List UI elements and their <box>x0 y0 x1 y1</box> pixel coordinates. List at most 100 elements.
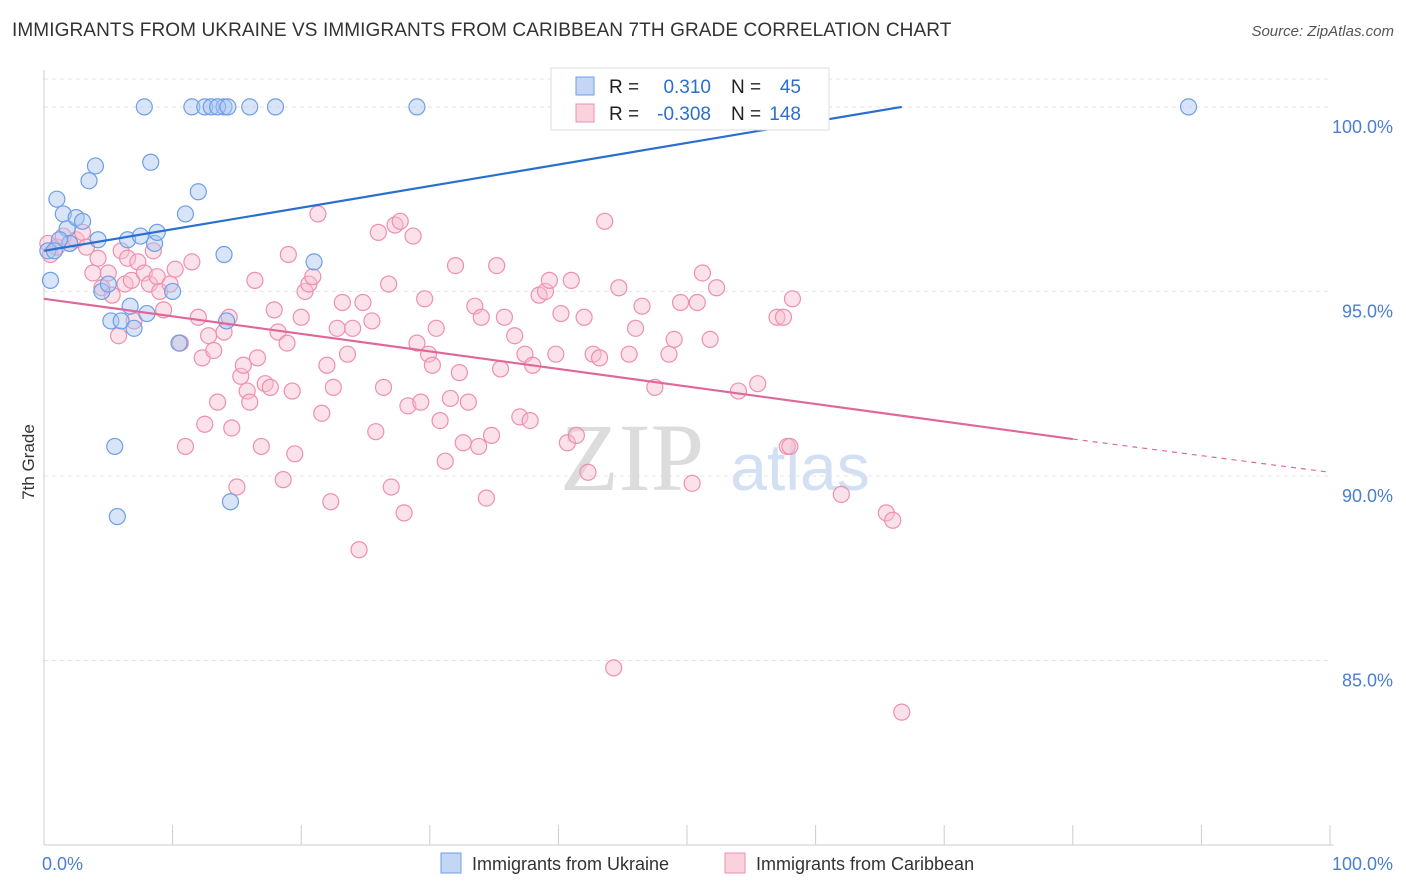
y-axis-label: 7th Grade <box>19 424 38 500</box>
caribbean-point <box>209 393 227 411</box>
caribbean-point <box>540 271 558 289</box>
caribbean-point <box>223 419 241 437</box>
caribbean-point <box>536 282 555 301</box>
legend-r-label: R = <box>609 104 639 125</box>
ukraine-point <box>80 172 98 190</box>
caribbean-point <box>344 319 362 337</box>
caribbean-point <box>369 223 387 241</box>
legend-swatch <box>575 76 595 96</box>
caribbean-point <box>450 364 468 382</box>
ukraine-point <box>145 234 164 253</box>
ukraine-point <box>215 98 233 116</box>
caribbean-point <box>431 411 449 430</box>
ukraine-point <box>176 205 195 223</box>
ukraine-point <box>266 98 285 116</box>
caribbean-point <box>482 426 501 444</box>
ukraine-point <box>41 271 60 289</box>
caribbean-trend-line <box>43 297 1073 441</box>
caribbean-point <box>380 275 398 293</box>
caribbean-point <box>552 304 570 323</box>
trend-lines <box>43 105 1331 473</box>
caribbean-point <box>382 478 400 496</box>
ukraine-point <box>112 312 130 330</box>
caribbean-point <box>575 308 593 326</box>
y-tick-label: 90.0% <box>1342 486 1393 506</box>
caribbean-point <box>183 253 201 271</box>
caribbean-point <box>729 382 748 400</box>
caribbean-point <box>228 478 246 496</box>
caribbean-point <box>671 293 690 312</box>
caribbean-point <box>274 471 292 489</box>
caribbean-point <box>338 345 357 363</box>
watermark-zip: ZIP <box>560 404 704 511</box>
ukraine-point <box>106 437 124 456</box>
caribbean-point <box>278 334 296 352</box>
caribbean-point <box>436 452 454 470</box>
caribbean-point <box>783 290 802 308</box>
caribbean-point <box>333 293 351 312</box>
caribbean-point <box>135 264 153 282</box>
legend: R = 0.310 N = 45 R = -0.308 N = 148 <box>550 67 830 131</box>
ukraine-point <box>86 157 105 175</box>
bottom-legend-swatch <box>724 852 746 874</box>
caribbean-point <box>427 319 445 337</box>
caribbean-point <box>283 382 301 400</box>
source-label: Source: ZipAtlas.com <box>1251 23 1394 40</box>
caribbean-point <box>395 504 413 522</box>
caribbean-point <box>279 245 297 264</box>
caribbean-point <box>252 437 270 456</box>
ukraine-point <box>215 245 233 264</box>
y-tick-label: 85.0% <box>1342 670 1393 690</box>
ukraine-point <box>108 507 126 526</box>
caribbean-point <box>404 227 422 245</box>
watermark-atlas: atlas <box>730 430 869 504</box>
caribbean-point <box>488 256 506 275</box>
x-tick-label-max: 100.0% <box>1332 854 1393 874</box>
caribbean-point <box>238 382 256 400</box>
caribbean-point <box>683 474 701 492</box>
caribbean-point <box>200 327 218 345</box>
caribbean-point <box>590 349 609 367</box>
caribbean-point <box>562 271 580 289</box>
caribbean-point <box>189 308 207 326</box>
caribbean-point <box>547 345 565 363</box>
caribbean-point <box>660 345 678 363</box>
caribbean-point <box>579 463 597 481</box>
caribbean-point <box>309 205 327 223</box>
caribbean-point <box>521 411 539 430</box>
caribbean-point <box>472 308 490 326</box>
caribbean-point <box>470 437 488 456</box>
bottom-legend: Immigrants from Ukraine Immigrants from C… <box>440 852 974 874</box>
caribbean-point <box>109 327 128 345</box>
ukraine-point <box>241 98 259 116</box>
caribbean-point <box>768 308 786 326</box>
caribbean-point <box>118 249 137 267</box>
caribbean-point <box>363 312 381 330</box>
caribbean-point <box>148 268 166 286</box>
watermark: ZIP atlas <box>560 404 870 511</box>
caribbean-point <box>596 212 614 230</box>
caribbean-point <box>328 319 346 337</box>
caribbean-point <box>176 437 195 456</box>
legend-r-value: 0.310 <box>663 77 711 98</box>
caribbean-trend-extension <box>1072 438 1331 473</box>
caribbean-point <box>605 659 623 677</box>
caribbean-point <box>166 260 184 278</box>
caribbean-point <box>241 393 259 411</box>
caribbean-point <box>832 485 850 504</box>
caribbean-point <box>367 423 385 441</box>
caribbean-point <box>688 293 706 312</box>
caribbean-point <box>313 404 331 422</box>
caribbean-point <box>322 493 340 511</box>
caribbean-point <box>234 356 252 374</box>
caribbean-point <box>84 264 102 282</box>
ukraine-point <box>219 98 237 116</box>
ukraine-point <box>305 253 323 271</box>
legend-box <box>550 67 830 131</box>
caribbean-point <box>441 389 459 408</box>
caribbean-point <box>459 393 477 411</box>
caribbean-point <box>196 415 214 433</box>
ukraine-point <box>99 275 117 293</box>
caribbean-point <box>454 434 472 452</box>
